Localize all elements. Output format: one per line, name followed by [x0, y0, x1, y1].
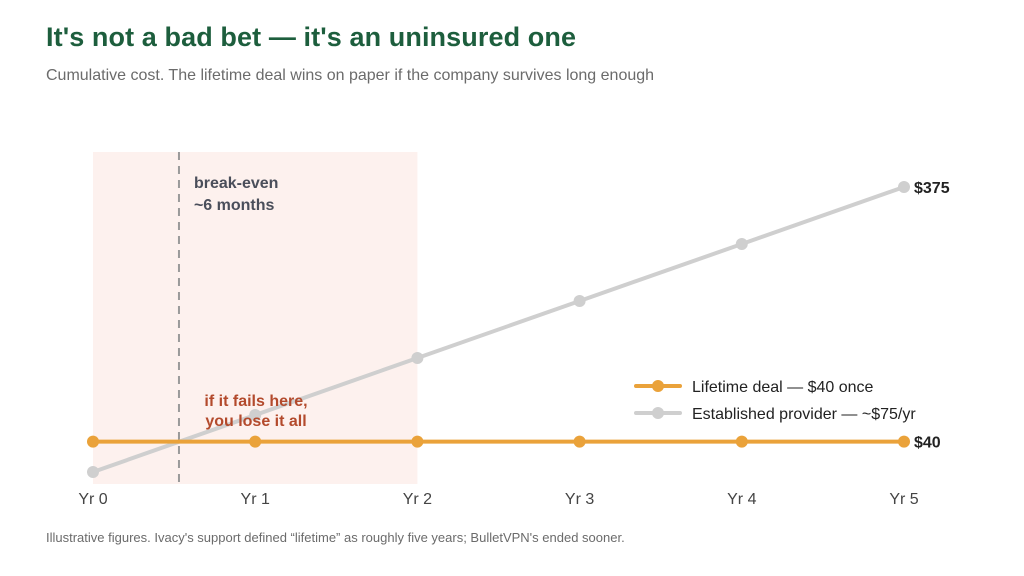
break-even-label: break-even [194, 175, 279, 192]
x-tick-label: Yr 5 [889, 491, 918, 508]
x-tick-label: Yr 4 [727, 491, 756, 508]
end-label-series-1: $375 [914, 180, 950, 197]
end-label-series-0: $40 [914, 435, 941, 452]
data-point-series-1-4 [735, 238, 748, 250]
x-tick-label: Yr 0 [78, 491, 107, 508]
legend-swatch-marker-1 [652, 407, 664, 419]
legend-entry-1: Established provider — ~$75/yr [692, 406, 916, 423]
x-tick-label: Yr 3 [565, 491, 594, 508]
data-point-series-0-3 [573, 435, 586, 448]
break-even-label: ~6 months [194, 197, 275, 214]
x-tick-label: Yr 1 [241, 491, 270, 508]
data-point-series-1-3 [573, 295, 586, 307]
legend-entry-0: Lifetime deal — $40 once [692, 379, 874, 396]
data-point-series-0-1 [249, 435, 262, 448]
risk-zone-label: if it fails here, [204, 393, 307, 410]
chart-title: It's not a bad bet — it's an uninsured o… [46, 22, 577, 52]
risk-zone-shading [93, 152, 418, 484]
data-point-series-0-0 [87, 435, 99, 448]
legend-swatch-marker-0 [652, 380, 664, 392]
data-point-series-1-5 [898, 181, 910, 193]
risk-zone-label: you lose it all [205, 413, 306, 430]
data-point-series-1-0 [87, 466, 99, 478]
data-point-series-1-2 [411, 352, 424, 364]
x-tick-label: Yr 2 [403, 491, 432, 508]
chart-subtitle: Cumulative cost. The lifetime deal wins … [46, 67, 655, 84]
data-point-series-1-1 [249, 409, 262, 421]
chart-footnote: Illustrative figures. Ivacy's support de… [46, 530, 625, 545]
data-point-series-0-5 [898, 435, 910, 448]
data-point-series-0-4 [735, 435, 748, 448]
series-line-1 [91, 185, 906, 474]
data-point-series-0-2 [411, 435, 424, 448]
